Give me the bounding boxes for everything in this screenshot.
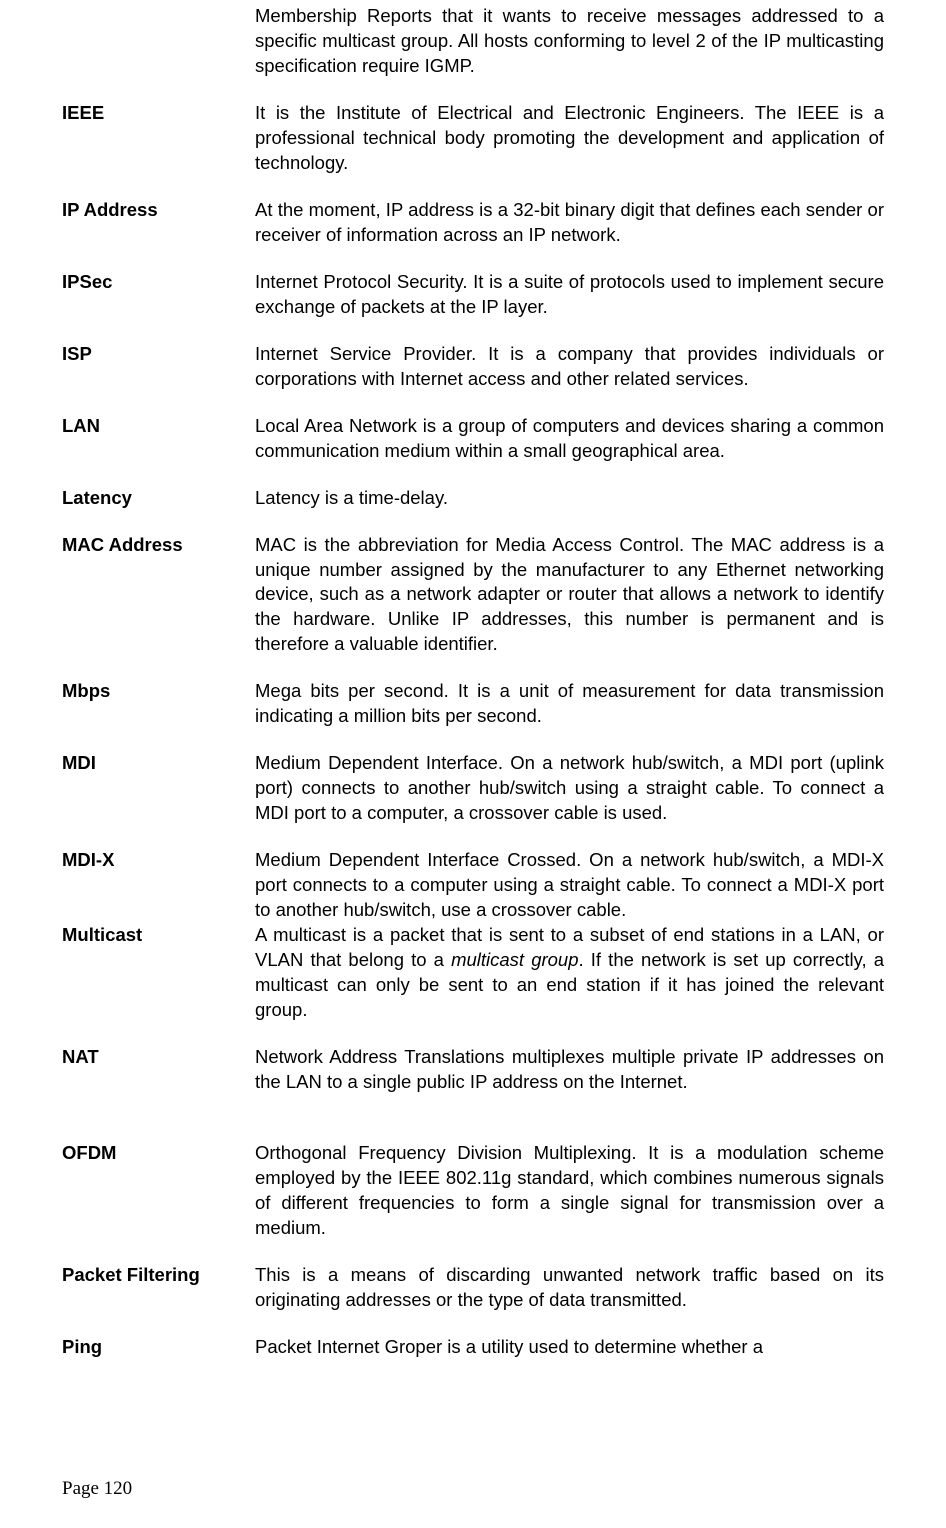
definition-text-italic: multicast group (451, 949, 578, 970)
page-number: Page 120 (62, 1478, 132, 1500)
glossary-definition: Internet Service Provider. It is a compa… (255, 342, 884, 392)
glossary-entry: IPSec Internet Protocol Security. It is … (62, 270, 884, 320)
glossary-term: IP Address (62, 198, 255, 223)
glossary-entry: Ping Packet Internet Groper is a utility… (62, 1335, 884, 1360)
glossary-entry: IP Address At the moment, IP address is … (62, 198, 884, 248)
glossary-term: OFDM (62, 1141, 255, 1166)
glossary-entry: NAT Network Address Translations multipl… (62, 1045, 884, 1095)
glossary-definition: Local Area Network is a group of compute… (255, 414, 884, 464)
glossary-entry: LAN Local Area Network is a group of com… (62, 414, 884, 464)
glossary-content: Membership Reports that it wants to rece… (62, 0, 884, 1360)
glossary-definition: Network Address Translations multiplexes… (255, 1045, 884, 1095)
glossary-definition: Medium Dependent Interface. On a network… (255, 751, 884, 826)
glossary-term: MDI (62, 751, 255, 776)
glossary-term: ISP (62, 342, 255, 367)
glossary-definition: MAC is the abbreviation for Media Access… (255, 533, 884, 658)
glossary-term: Multicast (62, 923, 255, 948)
glossary-entry: MDI-X Medium Dependent Interface Crossed… (62, 848, 884, 923)
glossary-entry: IEEE It is the Institute of Electrical a… (62, 101, 884, 176)
glossary-term: Mbps (62, 679, 255, 704)
glossary-entry: ISP Internet Service Provider. It is a c… (62, 342, 884, 392)
glossary-term: IPSec (62, 270, 255, 295)
glossary-definition: A multicast is a packet that is sent to … (255, 923, 884, 1023)
glossary-entry: OFDM Orthogonal Frequency Division Multi… (62, 1141, 884, 1241)
glossary-definition: Latency is a time-delay. (255, 486, 884, 511)
glossary-term: Latency (62, 486, 255, 511)
glossary-term: Packet Filtering (62, 1263, 255, 1288)
glossary-term: NAT (62, 1045, 255, 1070)
glossary-term: Ping (62, 1335, 255, 1360)
glossary-entry: Packet Filtering This is a means of disc… (62, 1263, 884, 1313)
glossary-definition: Internet Protocol Security. It is a suit… (255, 270, 884, 320)
glossary-entry: Multicast A multicast is a packet that i… (62, 923, 884, 1023)
glossary-definition: This is a means of discarding unwanted n… (255, 1263, 884, 1313)
glossary-term: MAC Address (62, 533, 255, 558)
glossary-definition: Packet Internet Groper is a utility used… (255, 1335, 884, 1360)
glossary-definition: Medium Dependent Interface Crossed. On a… (255, 848, 884, 923)
glossary-definition: Mega bits per second. It is a unit of me… (255, 679, 884, 729)
glossary-entry: MAC Address MAC is the abbreviation for … (62, 533, 884, 658)
glossary-definition: At the moment, IP address is a 32-bit bi… (255, 198, 884, 248)
glossary-entry: MDI Medium Dependent Interface. On a net… (62, 751, 884, 826)
glossary-term: MDI-X (62, 848, 255, 873)
glossary-entry: Membership Reports that it wants to rece… (62, 4, 884, 79)
glossary-definition: It is the Institute of Electrical and El… (255, 101, 884, 176)
glossary-term: LAN (62, 414, 255, 439)
glossary-definition: Membership Reports that it wants to rece… (255, 4, 884, 79)
glossary-definition: Orthogonal Frequency Division Multiplexi… (255, 1141, 884, 1241)
glossary-term: IEEE (62, 101, 255, 126)
glossary-entry: Latency Latency is a time-delay. (62, 486, 884, 511)
glossary-entry: Mbps Mega bits per second. It is a unit … (62, 679, 884, 729)
